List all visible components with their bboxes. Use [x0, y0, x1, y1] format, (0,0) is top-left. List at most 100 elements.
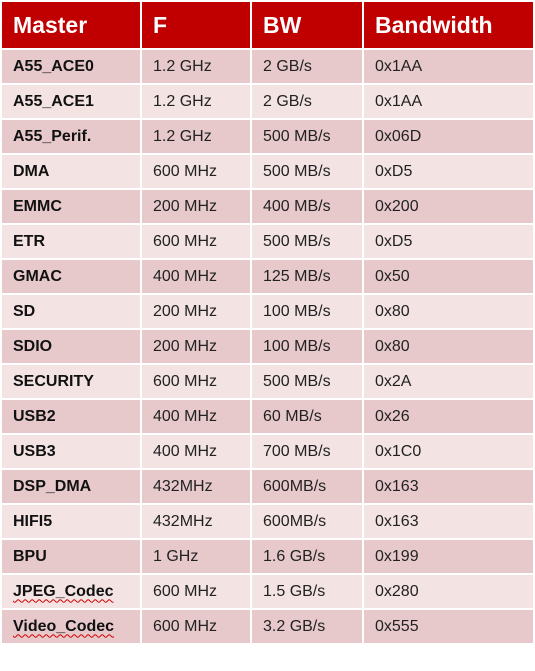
cell-text: 2 GB/s: [263, 57, 312, 75]
table-cell: 60 MB/s: [250, 398, 364, 435]
table-cell: 0x26: [362, 398, 535, 435]
table-cell: 0x50: [362, 258, 535, 295]
master-cell: SDIO: [0, 328, 142, 365]
cell-text: 500 MB/s: [263, 372, 331, 390]
master-cell: A55_ACE0: [0, 48, 142, 85]
table-cell: 1.2 GHz: [140, 118, 252, 155]
master-cell: DMA: [0, 153, 142, 190]
table-cell: 1.5 GB/s: [250, 573, 364, 610]
cell-text: SECURITY: [13, 372, 94, 390]
table-cell: 0x280: [362, 573, 535, 610]
cell-text: 1.5 GB/s: [263, 582, 326, 600]
cell-text: A55_ACE0: [13, 57, 94, 75]
table-cell: 100 MB/s: [250, 293, 364, 330]
cell-text: 0x2A: [375, 372, 412, 390]
table-cell: 0x1AA: [362, 83, 535, 120]
table-row: A55_ACE1 1.2 GHz 2 GB/s 0x1AA: [0, 83, 535, 120]
header-cell: F: [140, 0, 252, 50]
cell-text: 700 MB/s: [263, 442, 331, 460]
cell-text: EMMC: [13, 197, 62, 215]
table-cell: 0x163: [362, 503, 535, 540]
cell-text: 0x1AA: [375, 92, 423, 110]
table-row: GMAC 400 MHz 125 MB/s 0x50: [0, 258, 535, 295]
table-cell: 600 MHz: [140, 153, 252, 190]
table-cell: 0xD5: [362, 223, 535, 260]
table-cell: 400 MHz: [140, 398, 252, 435]
table-row: Video_Codec 600 MHz 3.2 GB/s 0x555: [0, 608, 535, 645]
cell-text: 0xD5: [375, 162, 413, 180]
cell-text: 100 MB/s: [263, 302, 331, 320]
cell-text: 125 MB/s: [263, 267, 331, 285]
cell-text: USB3: [13, 442, 56, 460]
table-row: USB3 400 MHz 700 MB/s 0x1C0: [0, 433, 535, 470]
table-row: USB2 400 MHz 60 MB/s 0x26: [0, 398, 535, 435]
table-cell: 432MHz: [140, 503, 252, 540]
master-cell: USB3: [0, 433, 142, 470]
cell-text: DSP_DMA: [13, 477, 92, 495]
cell-text: 400 MHz: [153, 442, 218, 460]
cell-text: 200 MHz: [153, 197, 218, 215]
table-row: SECURITY 600 MHz 500 MB/s 0x2A: [0, 363, 535, 400]
header-row: Master F BW Bandwidth: [0, 0, 535, 50]
master-cell: Video_Codec: [0, 608, 142, 645]
cell-text: 400 MHz: [153, 267, 218, 285]
table-row: JPEG_Codec 600 MHz 1.5 GB/s 0x280: [0, 573, 535, 610]
cell-text: 500 MB/s: [263, 232, 331, 250]
cell-text: 600MB/s: [263, 512, 327, 530]
table-cell: 0x2A: [362, 363, 535, 400]
cell-text: 0x80: [375, 302, 410, 320]
table-cell: 2 GB/s: [250, 83, 364, 120]
cell-text: 200 MHz: [153, 302, 218, 320]
cell-text: 0x50: [375, 267, 410, 285]
master-cell: SECURITY: [0, 363, 142, 400]
master-cell: EMMC: [0, 188, 142, 225]
master-cell: JPEG_Codec: [0, 573, 142, 610]
table-cell: 600MB/s: [250, 503, 364, 540]
bandwidth-table: Master F BW Bandwidth A55_ACE0 1.2 GHz 2 GB/s…: [0, 0, 535, 645]
table-cell: 500 MB/s: [250, 118, 364, 155]
cell-text: 432MHz: [153, 512, 213, 530]
master-cell: SD: [0, 293, 142, 330]
table-row: BPU 1 GHz 1.6 GB/s 0x199: [0, 538, 535, 575]
table-cell: 1.2 GHz: [140, 83, 252, 120]
table-cell: 2 GB/s: [250, 48, 364, 85]
cell-text: BPU: [13, 547, 47, 565]
cell-text: 1 GHz: [153, 547, 199, 565]
cell-text: GMAC: [13, 267, 62, 285]
table-row: SD 200 MHz 100 MB/s 0x80: [0, 293, 535, 330]
table-cell: 600MB/s: [250, 468, 364, 505]
cell-text: 0x199: [375, 547, 419, 565]
cell-text: 432MHz: [153, 477, 213, 495]
table-cell: 700 MB/s: [250, 433, 364, 470]
table-cell: 0x163: [362, 468, 535, 505]
table-row: EMMC 200 MHz 400 MB/s 0x200: [0, 188, 535, 225]
cell-text: SDIO: [13, 337, 53, 355]
table-cell: 200 MHz: [140, 188, 252, 225]
cell-text: JPEG_Codec: [13, 582, 114, 600]
cell-text: 2 GB/s: [263, 92, 312, 110]
table-cell: 400 MB/s: [250, 188, 364, 225]
cell-text: 600 MHz: [153, 162, 218, 180]
table-cell: 0x555: [362, 608, 535, 645]
table-header: Master F BW Bandwidth: [0, 0, 535, 50]
table-cell: 600 MHz: [140, 573, 252, 610]
cell-text: 0x555: [375, 617, 419, 635]
cell-text: 600 MHz: [153, 582, 218, 600]
table-cell: 0x1AA: [362, 48, 535, 85]
table-cell: 1 GHz: [140, 538, 252, 575]
table-cell: 0x80: [362, 328, 535, 365]
cell-text: 0xD5: [375, 232, 413, 250]
cell-text: 600 MHz: [153, 372, 218, 390]
table-cell: 0x80: [362, 293, 535, 330]
cell-text: Video_Codec: [13, 617, 115, 635]
table-cell: 500 MB/s: [250, 153, 364, 190]
cell-text: DMA: [13, 162, 50, 180]
master-cell: A55_Perif.: [0, 118, 142, 155]
cell-text: 1.2 GHz: [153, 92, 212, 110]
table-cell: 0x200: [362, 188, 535, 225]
master-cell: HIFI5: [0, 503, 142, 540]
cell-text: 1.2 GHz: [153, 57, 212, 75]
cell-text: 0x163: [375, 477, 419, 495]
table-row: HIFI5 432MHz 600MB/s 0x163: [0, 503, 535, 540]
